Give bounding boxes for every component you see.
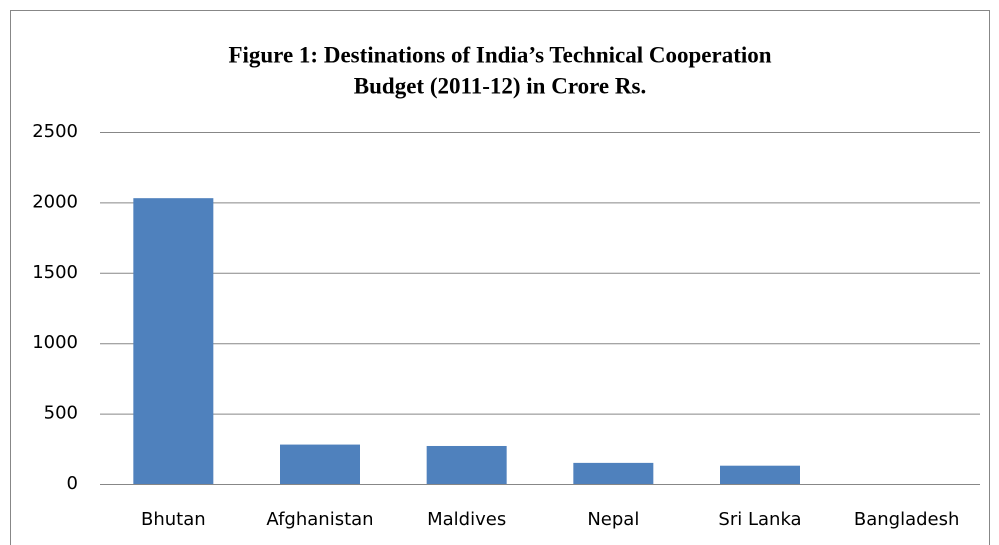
x-tick-label: Nepal (587, 509, 639, 530)
x-tick-label: Afghanistan (266, 509, 373, 530)
bar (280, 444, 360, 484)
bar (426, 445, 507, 484)
bar (573, 462, 654, 484)
y-tick-label: 2000 (32, 191, 78, 212)
bar (720, 465, 800, 484)
chart-title-line: Figure 1: Destinations of India’s Techni… (228, 42, 771, 67)
y-tick-label: 1500 (32, 262, 78, 283)
chart-title-line: Budget (2011-12) in Crore Rs. (354, 73, 646, 98)
x-tick-label: Bhutan (141, 509, 206, 530)
x-tick-label: Maldives (427, 509, 506, 530)
bar (133, 198, 214, 484)
y-tick-label: 1000 (32, 332, 78, 353)
y-tick-label: 0 (67, 473, 78, 494)
chart-border (10, 10, 990, 545)
x-tick-label: Bangladesh (854, 509, 960, 530)
y-tick-label: 500 (44, 403, 78, 424)
y-tick-label: 2500 (32, 121, 78, 142)
x-tick-label: Sri Lanka (718, 509, 801, 530)
